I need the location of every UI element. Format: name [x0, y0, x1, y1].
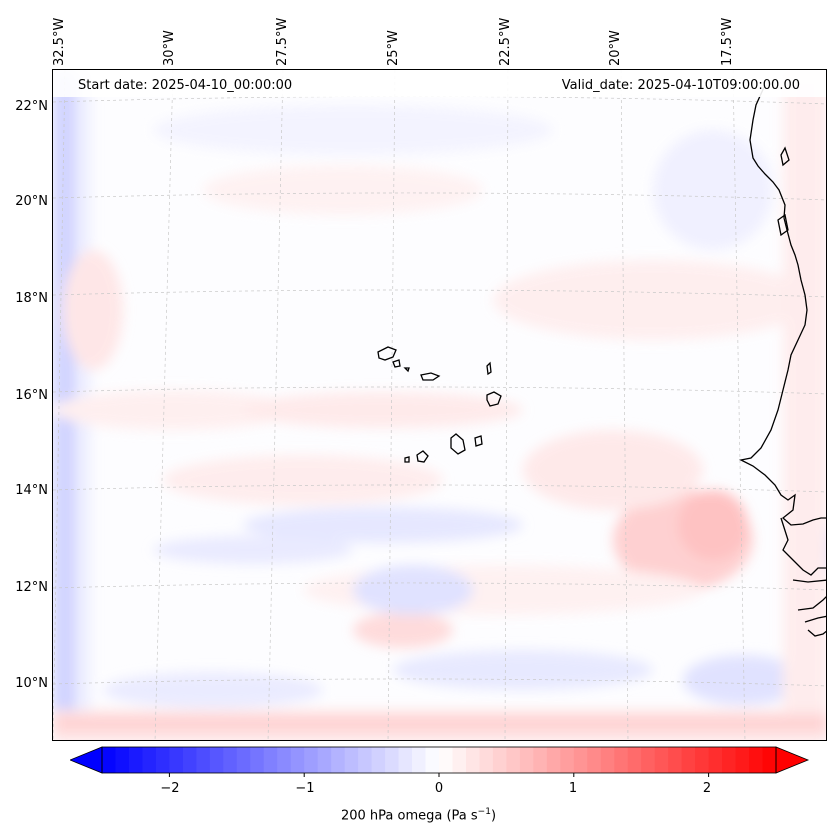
lon-label: 27.5°W	[275, 17, 290, 66]
colorbar-segment	[250, 747, 265, 773]
colorbar-tick-label: 1	[568, 781, 578, 796]
colorbar-segment	[128, 747, 144, 773]
colorbar-segment	[465, 747, 481, 773]
colorbar-segment	[439, 747, 454, 773]
colorbar-segment	[385, 747, 400, 773]
gridlines	[53, 70, 826, 740]
colorbar-segment	[304, 747, 319, 773]
colorbar-segment	[762, 747, 777, 773]
colorbar-segment	[344, 747, 359, 773]
colorbar-segment	[425, 747, 440, 773]
valid-date-label: Valid_date: 2025-04-10T09:00:00.00	[561, 78, 800, 93]
colorbar-segment	[142, 747, 157, 773]
colorbar-segment	[277, 747, 292, 773]
colorbar-tick-label: 2	[702, 781, 712, 796]
colorbar-segment	[641, 747, 656, 773]
colorbar-label: 200 hPa omega (Pa s−1)	[340, 807, 497, 824]
map-frame	[52, 69, 827, 741]
lon-label: 22.5°W	[498, 17, 513, 66]
colorbar-segment	[155, 747, 170, 773]
colorbar-segment	[412, 747, 427, 773]
colorbar-segment	[317, 747, 332, 773]
colorbar-segment	[169, 747, 184, 773]
lat-label: 12°N	[15, 580, 48, 595]
lon-label: 25°W	[386, 30, 401, 66]
colorbar-segment	[546, 747, 561, 773]
lat-label: 22°N	[15, 99, 48, 114]
colorbar	[70, 746, 810, 777]
colorbar-segment	[708, 747, 723, 773]
colorbar-segment	[735, 747, 750, 773]
colorbar-segment	[519, 747, 534, 773]
colorbar-low-extension	[70, 746, 103, 774]
colorbar-segment	[479, 747, 494, 773]
coastlines	[739, 84, 826, 637]
lat-label: 20°N	[15, 194, 48, 209]
colorbar-segment	[371, 747, 386, 773]
colorbar-segment	[115, 747, 130, 773]
colorbar-segment	[290, 747, 305, 773]
omega-field	[53, 70, 826, 740]
colorbar-segment	[506, 747, 521, 773]
colorbar-segment	[587, 747, 602, 773]
start-date-label: Start date: 2025-04-10_00:00:00	[78, 78, 293, 93]
colorbar-segment	[668, 747, 683, 773]
colorbar-segment	[627, 747, 642, 773]
colorbar-segment	[263, 747, 278, 773]
colorbar-segment	[331, 747, 346, 773]
colorbar-segment	[695, 747, 710, 773]
colorbar-segment	[209, 747, 224, 773]
cape-verde-islands	[377, 346, 502, 463]
colorbar-segment	[398, 747, 413, 773]
lat-label: 10°N	[15, 676, 48, 691]
colorbar-segment	[236, 747, 251, 773]
colorbar-segment	[182, 747, 197, 773]
lat-label: 16°N	[15, 388, 48, 403]
colorbar-segment	[223, 747, 238, 773]
colorbar-segment	[722, 747, 737, 773]
colorbar-tick-label: 0	[434, 781, 444, 796]
colorbar-segment	[196, 747, 211, 773]
lat-label: 14°N	[15, 483, 48, 498]
colorbar-high-extension	[775, 746, 810, 774]
africa-coastline	[739, 84, 826, 526]
lon-label: 30°W	[162, 30, 177, 66]
map-canvas	[53, 70, 826, 740]
colorbar-segment	[681, 747, 696, 773]
colorbar-segment	[102, 747, 117, 773]
colorbar-segment	[533, 747, 548, 773]
colorbar-segment	[573, 747, 588, 773]
colorbar-segment	[358, 747, 373, 773]
lat-label: 18°N	[15, 291, 48, 306]
lon-label: 17.5°W	[720, 17, 735, 66]
lon-label: 20°W	[608, 30, 623, 66]
colorbar-segment	[492, 747, 507, 773]
colorbar-segment	[614, 747, 629, 773]
colorbar-segment	[452, 747, 467, 773]
colorbar-segment	[654, 747, 669, 773]
colorbar-tick-label: −1	[295, 781, 315, 796]
colorbar-tick-label: −2	[160, 781, 180, 796]
colorbar-segment	[560, 747, 575, 773]
header-band	[53, 70, 826, 97]
lon-label: 32.5°W	[52, 17, 67, 66]
colorbar-segment	[749, 747, 764, 773]
colorbar-segment	[600, 747, 615, 773]
